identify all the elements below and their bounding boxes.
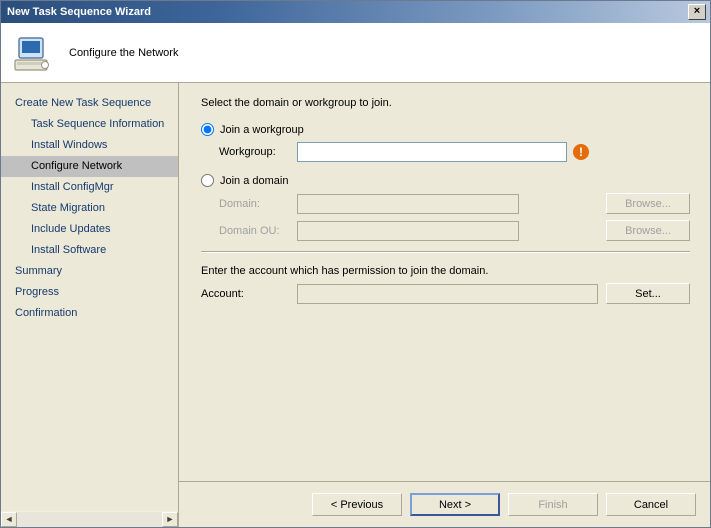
computer-icon	[13, 32, 55, 74]
account-instruction: Enter the account which has permission t…	[201, 265, 690, 277]
sidebar-scrollbar[interactable]: ◄ ►	[1, 511, 178, 527]
domain-field-row: Domain: Browse...	[201, 193, 690, 214]
scroll-right-button[interactable]: ►	[162, 512, 178, 527]
instruction-text: Select the domain or workgroup to join.	[201, 97, 690, 109]
set-account-button[interactable]: Set...	[606, 283, 690, 304]
workgroup-label: Workgroup:	[201, 146, 297, 158]
page-title: Configure the Network	[69, 47, 178, 59]
nav-item-install-windows[interactable]: Install Windows	[1, 135, 178, 156]
account-label: Account:	[201, 288, 297, 300]
account-row: Account: Set...	[201, 283, 690, 304]
cancel-button[interactable]: Cancel	[606, 493, 696, 516]
domain-ou-field-row: Domain OU: Browse...	[201, 220, 690, 241]
scroll-left-button[interactable]: ◄	[1, 512, 17, 527]
warning-icon: !	[573, 144, 589, 160]
finish-button: Finish	[508, 493, 598, 516]
nav-item-state-migration[interactable]: State Migration	[1, 198, 178, 219]
domain-ou-label: Domain OU:	[201, 225, 297, 237]
window-title: New Task Sequence Wizard	[7, 6, 151, 18]
nav-item-configure-network[interactable]: Configure Network	[1, 156, 178, 177]
wizard-footer: < Previous Next > Finish Cancel	[179, 481, 710, 527]
content-pane: Select the domain or workgroup to join. …	[179, 83, 710, 527]
nav-item-create[interactable]: Create New Task Sequence	[1, 93, 178, 114]
nav-item-install-software[interactable]: Install Software	[1, 240, 178, 261]
join-domain-row: Join a domain	[201, 174, 690, 187]
divider	[201, 251, 690, 253]
domain-label: Domain:	[201, 198, 297, 210]
next-button[interactable]: Next >	[410, 493, 500, 516]
domain-ou-browse-button: Browse...	[606, 220, 690, 241]
scroll-track[interactable]	[17, 512, 162, 527]
nav-item-confirmation[interactable]: Confirmation	[1, 303, 178, 324]
workgroup-input[interactable]	[297, 142, 567, 162]
form-area: Select the domain or workgroup to join. …	[179, 83, 710, 481]
nav-item-include-updates[interactable]: Include Updates	[1, 219, 178, 240]
nav-item-task-sequence-info[interactable]: Task Sequence Information	[1, 114, 178, 135]
join-workgroup-row: Join a workgroup	[201, 123, 690, 136]
join-workgroup-label: Join a workgroup	[220, 124, 304, 136]
join-domain-radio[interactable]	[201, 174, 214, 187]
domain-browse-button: Browse...	[606, 193, 690, 214]
workgroup-field-row: Workgroup: !	[201, 142, 690, 162]
nav-item-summary[interactable]: Summary	[1, 261, 178, 282]
nav-item-progress[interactable]: Progress	[1, 282, 178, 303]
join-domain-label: Join a domain	[220, 175, 289, 187]
wizard-header: Configure the Network	[1, 23, 710, 83]
wizard-body: Create New Task Sequence Task Sequence I…	[1, 83, 710, 527]
join-workgroup-radio[interactable]	[201, 123, 214, 136]
nav-tree: Create New Task Sequence Task Sequence I…	[1, 83, 178, 511]
account-input	[297, 284, 598, 304]
close-button[interactable]: ×	[688, 4, 706, 20]
domain-ou-input	[297, 221, 519, 241]
title-bar: New Task Sequence Wizard ×	[1, 1, 710, 23]
domain-input	[297, 194, 519, 214]
sidebar: Create New Task Sequence Task Sequence I…	[1, 83, 179, 527]
nav-item-install-configmgr[interactable]: Install ConfigMgr	[1, 177, 178, 198]
previous-button[interactable]: < Previous	[312, 493, 402, 516]
